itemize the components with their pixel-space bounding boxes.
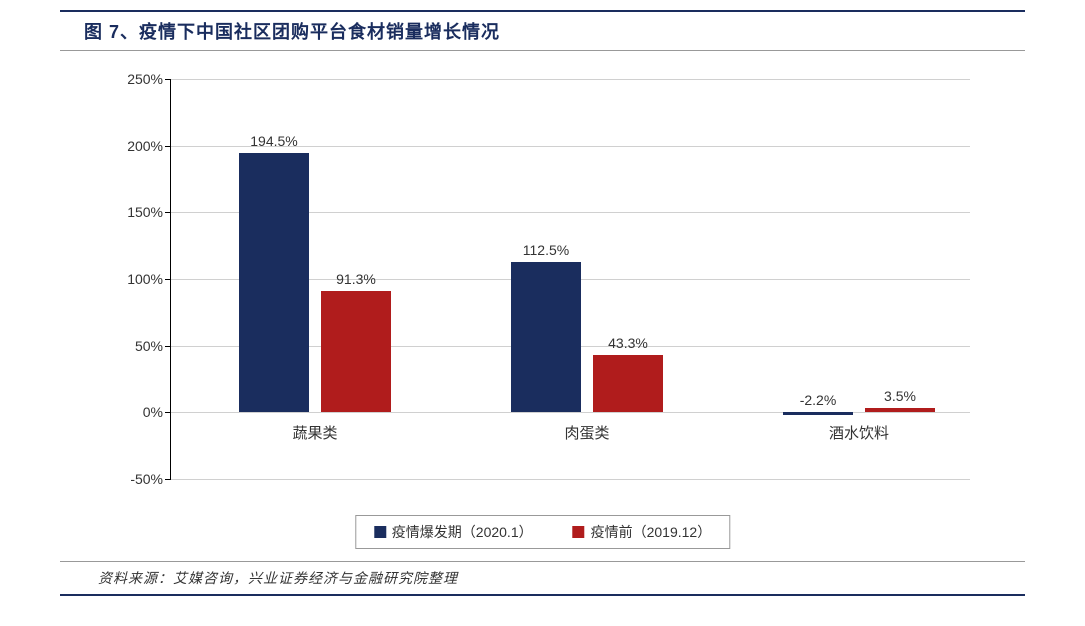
bar: [321, 291, 391, 413]
bar-value-label: 112.5%: [523, 242, 569, 258]
legend-item-1: 疫情前（2019.12）: [573, 522, 712, 542]
category-label: 酒水饮料: [829, 422, 889, 443]
ytick-label: 150%: [127, 204, 171, 220]
chart-area: -50% 0% 50% 100% 150% 200% 250% 194.5% 91.3% 蔬果类 1…: [100, 69, 985, 549]
ytick-label: 250%: [127, 71, 171, 87]
gridline: [171, 79, 970, 80]
legend-label-1: 疫情前（2019.12）: [591, 522, 712, 542]
bar-value-label: -2.2%: [800, 392, 837, 408]
bar-value-label: 43.3%: [608, 335, 648, 351]
bar: [865, 408, 935, 413]
bar: [593, 355, 663, 413]
category-label: 蔬果类: [292, 422, 337, 443]
bar-value-label: 194.5%: [250, 133, 297, 149]
bar: [511, 262, 581, 412]
legend-swatch-0: [374, 526, 386, 538]
chart-title: 图 7、疫情下中国社区团购平台食材销量增长情况: [60, 10, 1025, 51]
ytick-label: 100%: [127, 271, 171, 287]
ytick-label: 50%: [135, 338, 171, 354]
source-citation: 资料来源：艾媒咨询，兴业证券经济与金融研究院整理: [60, 561, 1025, 596]
bar: [783, 412, 853, 415]
ytick-label: 0%: [143, 404, 171, 420]
legend-label-0: 疫情爆发期（2020.1）: [392, 522, 533, 542]
gridline: [171, 479, 970, 480]
bar-value-label: 91.3%: [336, 271, 376, 287]
legend-swatch-1: [573, 526, 585, 538]
ytick-label: 200%: [127, 138, 171, 154]
bar-value-label: 3.5%: [884, 388, 916, 404]
bar: [239, 153, 309, 412]
plot-region: -50%0%50%100%150%200%250%194.5%91.3%蔬果类1…: [170, 79, 970, 479]
legend: 疫情爆发期（2020.1） 疫情前（2019.12）: [355, 515, 730, 549]
legend-item-0: 疫情爆发期（2020.1）: [374, 522, 533, 542]
ytick-label: -50%: [130, 471, 171, 487]
category-label: 肉蛋类: [564, 422, 609, 443]
